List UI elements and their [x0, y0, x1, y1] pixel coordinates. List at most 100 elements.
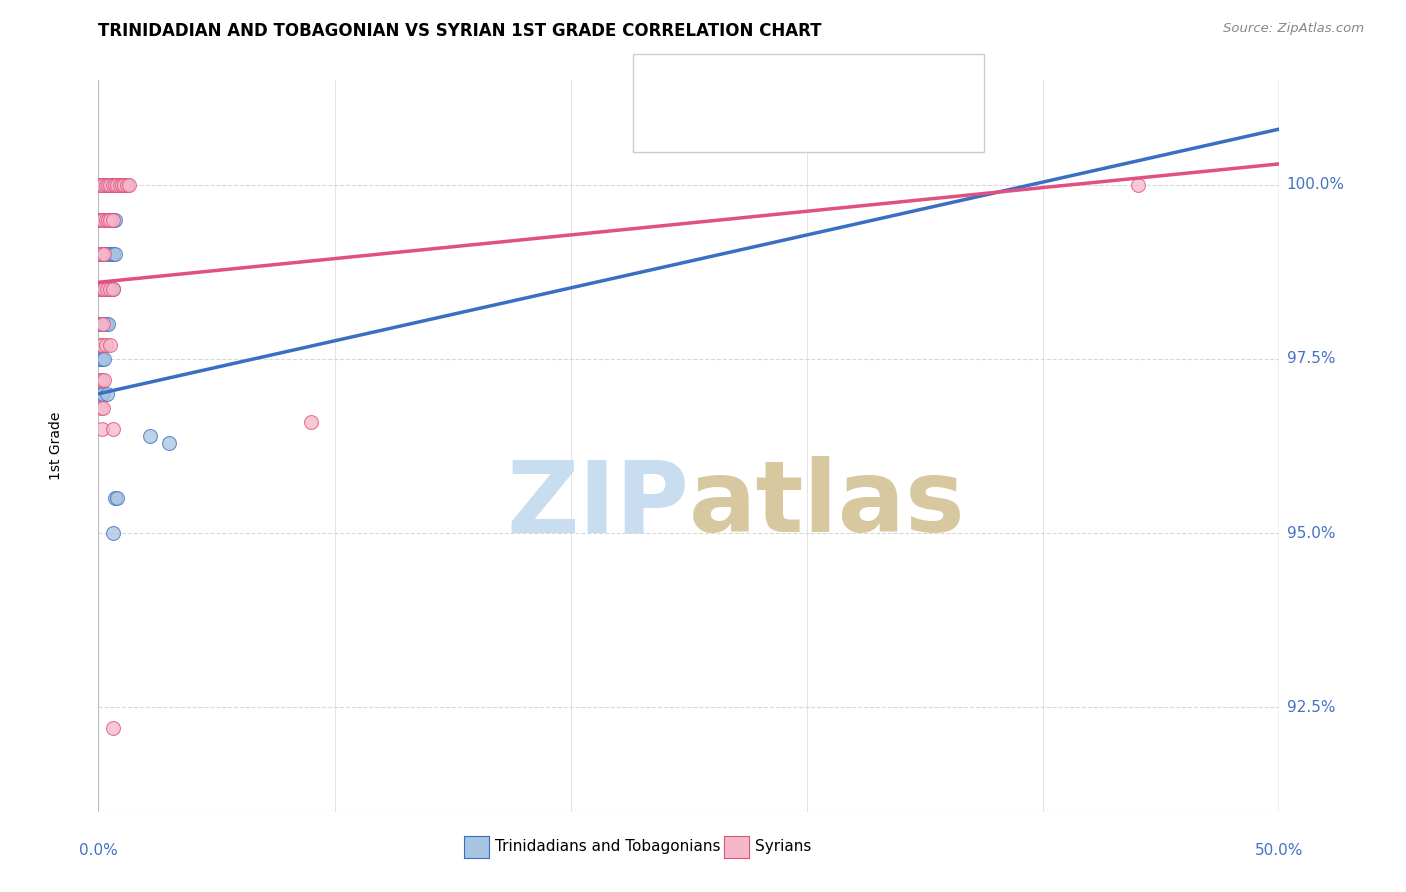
Point [104, 491, 127, 506]
Point [94, 212, 117, 227]
Point [91, 178, 114, 192]
Point [100, 178, 122, 192]
Point [101, 421, 124, 435]
Point [105, 491, 128, 506]
Point [97, 282, 120, 296]
Text: TRINIDADIAN AND TOBAGONIAN VS SYRIAN 1ST GRADE CORRELATION CHART: TRINIDADIAN AND TOBAGONIAN VS SYRIAN 1ST… [98, 22, 823, 40]
Point [1126, 178, 1149, 192]
Point [97, 178, 120, 192]
Point [89, 247, 111, 261]
Point [91, 247, 114, 261]
Point [94, 178, 117, 192]
Point [111, 178, 134, 192]
Point [89, 212, 111, 227]
Point [91, 212, 114, 227]
Point [104, 247, 127, 261]
Point [91, 282, 114, 296]
Point [89, 178, 111, 192]
Text: Trinidadians and Tobagonians: Trinidadians and Tobagonians [495, 839, 720, 854]
Point [93, 247, 115, 261]
Point [101, 212, 124, 227]
Point [96, 282, 118, 296]
Point [98, 212, 121, 227]
Point [104, 178, 127, 192]
Point [108, 178, 131, 192]
Point [91, 247, 114, 261]
Point [89, 317, 111, 331]
Point [91, 338, 114, 352]
Point [105, 178, 128, 192]
Point [96, 178, 118, 192]
Text: 100.0%: 100.0% [1286, 178, 1344, 193]
Point [101, 178, 124, 192]
Point [94, 178, 117, 192]
Point [91, 421, 114, 435]
Point [101, 282, 124, 296]
Point [91, 351, 114, 366]
Point [89, 373, 111, 387]
Point [91, 373, 114, 387]
Point [103, 178, 125, 192]
Point [101, 178, 124, 192]
Point [89, 178, 111, 192]
Point [91, 401, 114, 415]
Point [97, 317, 120, 331]
Text: Source: ZipAtlas.com: Source: ZipAtlas.com [1223, 22, 1364, 36]
Point [157, 435, 180, 450]
Point [94, 212, 117, 227]
Point [90, 178, 112, 192]
Point [90, 386, 112, 401]
Point [94, 317, 117, 331]
Text: R = 0.356   N = 59: R = 0.356 N = 59 [685, 74, 842, 92]
Text: 1st Grade: 1st Grade [49, 412, 63, 480]
Point [93, 282, 115, 296]
Point [115, 178, 138, 192]
Point [105, 178, 128, 192]
Point [91, 212, 114, 227]
Point [90, 317, 112, 331]
Point [89, 351, 111, 366]
Point [101, 526, 124, 541]
Point [118, 178, 141, 192]
Point [101, 282, 124, 296]
Point [97, 212, 120, 227]
Point [94, 338, 117, 352]
Point [93, 373, 115, 387]
Point [90, 317, 112, 331]
Point [89, 212, 111, 227]
Point [91, 178, 114, 192]
Point [115, 178, 138, 192]
Point [139, 428, 162, 442]
Point [90, 282, 112, 296]
Text: Syrians: Syrians [755, 839, 811, 854]
Point [90, 212, 112, 227]
Point [98, 178, 121, 192]
Point [98, 282, 121, 296]
Point [105, 178, 128, 192]
Point [97, 212, 120, 227]
Point [94, 247, 117, 261]
Point [98, 338, 121, 352]
Text: 50.0%: 50.0% [1256, 843, 1303, 858]
Point [90, 401, 112, 415]
Point [98, 178, 121, 192]
Point [101, 212, 124, 227]
Point [299, 415, 322, 429]
Point [91, 282, 114, 296]
Point [98, 178, 121, 192]
Text: atlas: atlas [689, 456, 966, 553]
Point [89, 247, 111, 261]
Point [89, 282, 111, 296]
Point [104, 178, 127, 192]
Text: ZIP: ZIP [506, 456, 689, 553]
Point [108, 178, 131, 192]
Point [93, 212, 115, 227]
Point [89, 282, 111, 296]
Point [91, 317, 114, 331]
Point [90, 247, 112, 261]
Text: 0.0%: 0.0% [79, 843, 118, 858]
Point [98, 282, 121, 296]
Point [91, 317, 114, 331]
Point [97, 247, 120, 261]
Point [96, 386, 118, 401]
